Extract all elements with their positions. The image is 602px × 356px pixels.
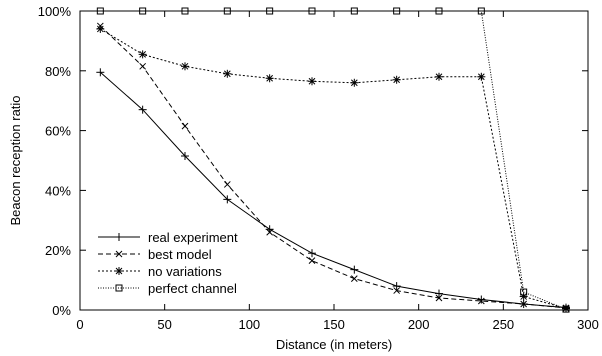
y-tick-label: 20% bbox=[45, 243, 71, 258]
data-point-marker bbox=[435, 294, 443, 302]
data-point-marker bbox=[520, 300, 528, 308]
data-point-marker bbox=[96, 24, 105, 33]
data-point-marker bbox=[519, 292, 528, 301]
data-point-marker bbox=[223, 195, 232, 204]
series-line bbox=[99, 71, 567, 309]
data-point-marker bbox=[562, 305, 570, 313]
legend-label: perfect channel bbox=[148, 281, 237, 296]
data-point-marker bbox=[265, 74, 274, 83]
legend-item: perfect channel bbox=[98, 281, 237, 296]
data-point-marker bbox=[266, 228, 274, 236]
data-point-marker bbox=[180, 152, 189, 161]
x-tick-label: 200 bbox=[408, 317, 430, 332]
x-tick-label: 0 bbox=[76, 317, 83, 332]
x-axis-label: Distance (in meters) bbox=[276, 337, 392, 352]
data-point-marker bbox=[115, 284, 123, 292]
x-tick-label: 150 bbox=[323, 317, 345, 332]
data-point-marker bbox=[350, 275, 358, 282]
legend-item: real experiment bbox=[98, 230, 238, 245]
data-point-marker bbox=[308, 257, 316, 265]
x-tick-label: 100 bbox=[238, 317, 260, 332]
x-tick-label: 300 bbox=[577, 317, 599, 332]
plot-frame bbox=[79, 10, 589, 311]
y-tick-label: 40% bbox=[45, 183, 71, 198]
data-point-marker bbox=[96, 68, 105, 77]
data-point-marker bbox=[392, 282, 401, 291]
data-point-marker bbox=[138, 105, 147, 114]
data-point-marker bbox=[115, 233, 123, 241]
data-point-marker bbox=[115, 267, 123, 275]
legend-item: no variations bbox=[98, 264, 222, 279]
data-point-marker bbox=[223, 69, 232, 78]
legend-label: no variations bbox=[148, 264, 222, 279]
legend: real experiment best model no variations pe… bbox=[98, 230, 238, 296]
data-point-marker bbox=[392, 75, 401, 84]
y-tick-label: 100% bbox=[38, 4, 72, 19]
data-point-marker bbox=[115, 250, 123, 258]
data-point-marker bbox=[434, 72, 443, 81]
data-point-marker bbox=[477, 297, 485, 305]
data-point-marker bbox=[520, 288, 528, 296]
data-point-marker bbox=[434, 289, 443, 298]
data-point-marker bbox=[477, 72, 486, 81]
y-axis-label: Beacon reception ratio bbox=[8, 95, 23, 225]
data-point-marker bbox=[180, 62, 189, 71]
data-point-marker bbox=[139, 62, 147, 70]
data-point-marker bbox=[307, 249, 316, 258]
y-tick-label: 60% bbox=[45, 124, 71, 139]
data-point-marker bbox=[350, 78, 359, 87]
data-point-marker bbox=[350, 265, 359, 274]
data-point-marker bbox=[307, 77, 316, 86]
legend-label: real experiment bbox=[148, 230, 238, 245]
data-point-marker bbox=[393, 287, 401, 294]
y-tick-label: 0% bbox=[52, 303, 71, 318]
data-point-marker bbox=[181, 122, 189, 130]
data-point-marker bbox=[223, 181, 231, 188]
legend-label: best model bbox=[148, 247, 212, 262]
series-line bbox=[100, 28, 567, 309]
x-tick-label: 250 bbox=[492, 317, 514, 332]
data-point-marker bbox=[477, 295, 486, 304]
legend-item: best model bbox=[98, 247, 212, 262]
x-axis-ticks: 0 50 100 150 200 250 300 bbox=[76, 11, 599, 332]
x-tick-label: 50 bbox=[157, 317, 171, 332]
y-tick-label: 80% bbox=[45, 64, 71, 79]
data-point-marker bbox=[138, 50, 147, 59]
